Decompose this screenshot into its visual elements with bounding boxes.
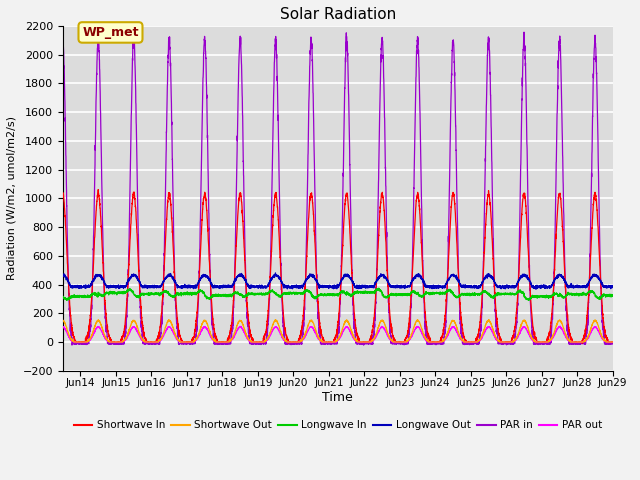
Text: WP_met: WP_met <box>82 26 139 39</box>
Title: Solar Radiation: Solar Radiation <box>280 7 396 22</box>
X-axis label: Time: Time <box>323 391 353 404</box>
Y-axis label: Radiation (W/m2, umol/m2/s): Radiation (W/m2, umol/m2/s) <box>7 116 17 280</box>
Legend: Shortwave In, Shortwave Out, Longwave In, Longwave Out, PAR in, PAR out: Shortwave In, Shortwave Out, Longwave In… <box>70 416 606 434</box>
